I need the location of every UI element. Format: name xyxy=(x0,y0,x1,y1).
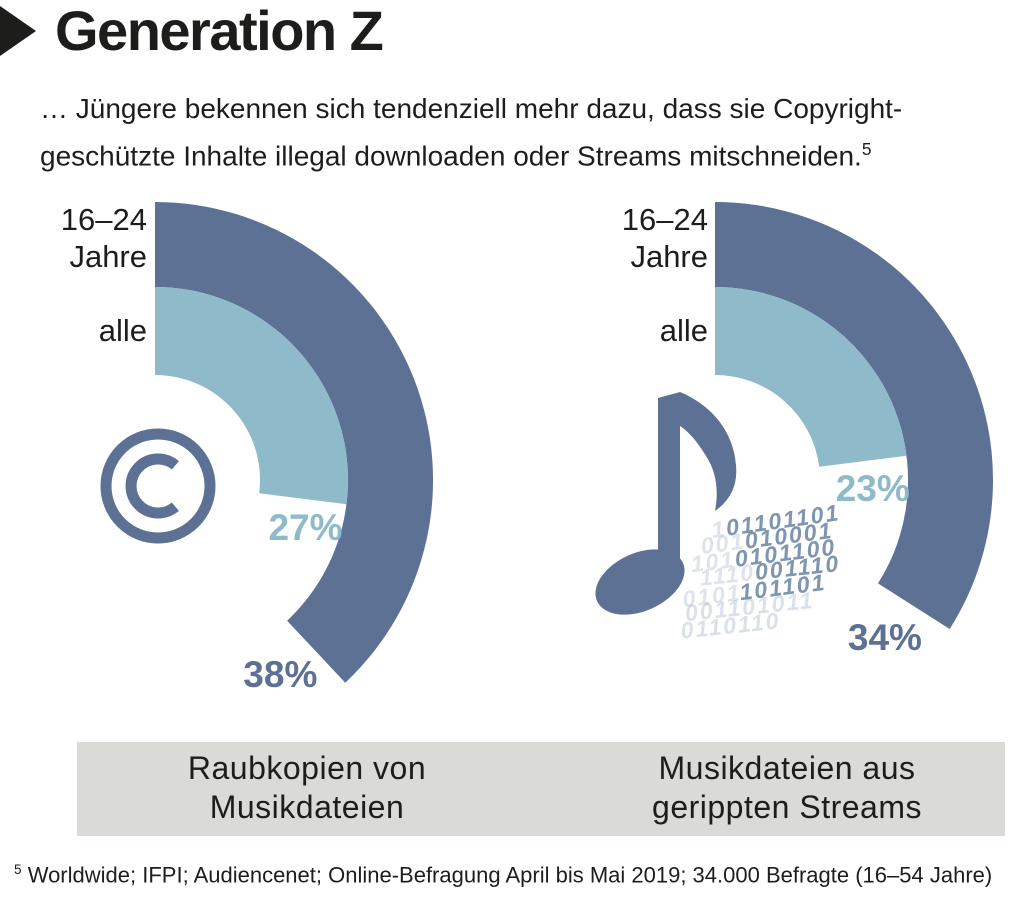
subtitle: … Jüngere bekennen sich tendenziell mehr… xyxy=(40,88,902,176)
arc-16-24 xyxy=(155,201,434,683)
subtitle-line2: geschützte Inhalte illegal downloaden od… xyxy=(40,140,862,172)
value-label-alle: 23% xyxy=(835,468,910,510)
chart-caption-left: Raubkopien von Musikdateien xyxy=(95,749,519,827)
copyright-icon xyxy=(100,428,216,544)
chart-caption-right: Musikdateien aus gerippten Streams xyxy=(575,749,999,827)
series-label-16-24-left: 16–24 Jahre xyxy=(0,201,147,275)
series-label-line: 16–24 xyxy=(621,202,708,237)
category-band: Raubkopien von Musikdateien Musikdateien… xyxy=(77,742,1005,836)
footnote-ref: 5 xyxy=(14,862,22,877)
series-label-alle-left: alle xyxy=(98,313,147,348)
value-label-alle: 27% xyxy=(268,507,343,549)
footnote: 5 Worldwide; IFPI; Audiencenet; Online-B… xyxy=(14,862,992,888)
header: Generation Z xyxy=(0,0,384,62)
subtitle-line1: … Jüngere bekennen sich tendenziell mehr… xyxy=(40,93,903,124)
value-label-16-24: 38% xyxy=(243,654,318,696)
caption-line: gerippten Streams xyxy=(652,789,922,825)
subtitle-footnote-ref: 5 xyxy=(861,139,872,159)
footnote-text: Worldwide; IFPI; Audiencenet; Online-Bef… xyxy=(27,862,993,888)
music-note-icon xyxy=(595,392,737,615)
series-label-16-24-right: 16–24 Jahre xyxy=(561,201,708,275)
caption-line: Musikdateien aus xyxy=(658,750,916,786)
caption-line: Musikdateien xyxy=(209,789,405,825)
series-label-line: Jahre xyxy=(69,239,147,274)
caption-line: Raubkopien von xyxy=(187,750,427,786)
arc-alle xyxy=(715,287,907,467)
binary-digits-decoration: 101101101 001010001 1010101100 1110001110 01… xyxy=(590,499,841,644)
page-title: Generation Z xyxy=(55,0,384,62)
title-marker-icon xyxy=(0,6,36,56)
value-label-16-24: 34% xyxy=(847,616,922,658)
series-label-line: Jahre xyxy=(630,239,708,274)
series-label-alle-right: alle xyxy=(659,313,708,348)
series-label-line: 16–24 xyxy=(60,202,147,237)
arc-16-24 xyxy=(715,201,994,629)
arc-alle xyxy=(155,287,349,505)
